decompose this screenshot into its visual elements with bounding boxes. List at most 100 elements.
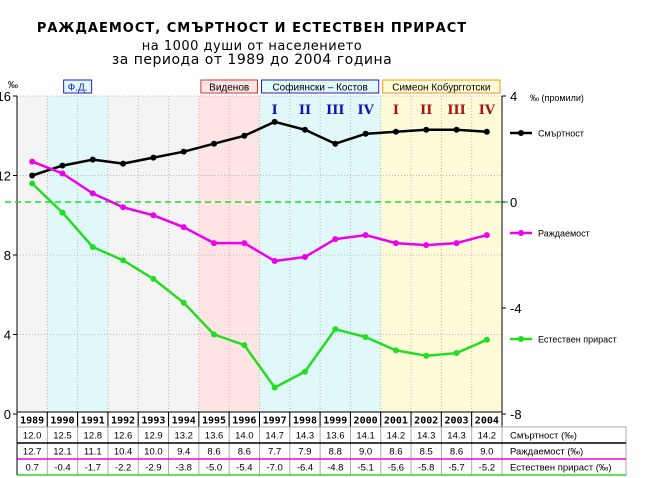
table-year-label: 2002	[414, 416, 438, 427]
table-cell-value: 8.6	[207, 447, 220, 458]
table-cell-value: 14.7	[265, 431, 284, 442]
data-point-birth	[180, 224, 187, 231]
table-cell-value: -5.2	[479, 463, 495, 474]
table-cell-value: -6.4	[297, 463, 313, 474]
table-cell-value: -3.8	[176, 463, 192, 474]
data-point-natural	[241, 342, 248, 349]
left-axis-tick-label: 0	[4, 407, 11, 422]
data-point-birth	[29, 158, 36, 165]
table-row-label: Смъртност (‰)	[510, 431, 577, 442]
chart-title-line: за периода от 1989 до 2004 година	[112, 52, 392, 68]
left-axis-tick-label: 4	[4, 328, 11, 343]
right-axis-tick-label: -8	[510, 407, 522, 422]
data-point-mortality	[301, 126, 308, 133]
table-cell-value: 13.6	[326, 431, 345, 442]
data-point-birth	[120, 204, 127, 211]
quarter-label: II	[420, 103, 432, 118]
table-cell-value: 12.1	[53, 447, 72, 458]
data-point-mortality	[150, 154, 157, 161]
table-cell-value: 12.9	[144, 431, 163, 442]
right-axis-tick-label: -4	[510, 301, 522, 316]
series-line-mortality	[31, 120, 487, 177]
legend-label-mortality: Смъртност	[538, 129, 584, 139]
table-cell-value: 8.8	[329, 447, 342, 458]
table-cell-value: 14.3	[447, 431, 466, 442]
left-axis-unit: ‰	[8, 80, 18, 91]
table-cell-value: 14.1	[356, 431, 375, 442]
table-cell-value: 8.5	[420, 447, 433, 458]
table-cell-value: -1.7	[85, 463, 101, 474]
data-point-birth	[241, 240, 248, 247]
table-year-label: 1993	[141, 416, 165, 427]
right-axis-tick-label: 4	[510, 89, 517, 104]
table-year-label: 1995	[202, 416, 226, 427]
data-point-natural	[453, 350, 460, 357]
table-year-label: 1998	[293, 416, 317, 427]
table-cell-value: 13.6	[205, 431, 224, 442]
data-point-natural	[180, 299, 187, 306]
legend-label-natural: Естествен прираст	[538, 335, 617, 345]
series-line-natural	[31, 182, 488, 389]
table-cell-value: 8.6	[238, 447, 251, 458]
table-cell-value: -5.0	[206, 463, 222, 474]
table-year-label: 1992	[111, 416, 135, 427]
table-year-label: 1989	[20, 416, 44, 427]
data-point-natural	[211, 331, 218, 338]
table-cell-value: 7.7	[268, 447, 281, 458]
data-point-mortality	[180, 148, 187, 155]
table-cell-value: 12.6	[114, 431, 133, 442]
table-cell-value: 9.0	[359, 447, 372, 458]
series-line-birth	[31, 160, 488, 263]
table-cell-value: 14.2	[387, 431, 406, 442]
table-cell-value: -2.9	[145, 463, 161, 474]
table-cell-value: -5.6	[388, 463, 404, 474]
data-point-mortality	[392, 128, 399, 135]
data-point-birth	[211, 240, 218, 247]
data-point-natural	[423, 352, 430, 359]
table-year-label: 1996	[232, 416, 256, 427]
quarter-label: I	[393, 103, 399, 118]
table-cell-value: -5.7	[448, 463, 464, 474]
data-point-natural	[89, 244, 96, 251]
data-point-birth	[150, 212, 157, 219]
table-cell-value: 14.3	[296, 431, 315, 442]
data-point-mortality	[211, 140, 218, 147]
data-point-mortality	[453, 126, 460, 133]
data-point-mortality	[89, 156, 96, 163]
period-label-box	[63, 79, 93, 94]
period-label: Ф.Д.	[68, 83, 88, 94]
chart-title-line: РАЖДАЕМОСТ, СМЪРТНОСТ И ЕСТЕСТВЕН ПРИРАС…	[37, 21, 467, 36]
quarter-label: IV	[358, 103, 375, 118]
legend-marker-mortality	[518, 130, 524, 136]
data-point-natural	[483, 336, 490, 343]
data-point-birth	[483, 232, 490, 239]
data-point-birth	[89, 190, 96, 197]
table-year-label: 2004	[475, 416, 499, 427]
table-cell-value: -5.4	[236, 463, 252, 474]
period-label-box	[200, 79, 258, 94]
quarter-label: III	[447, 103, 465, 118]
period-label-box	[261, 79, 380, 94]
data-point-mortality	[423, 126, 430, 133]
quarter-label: I	[272, 103, 278, 118]
table-cell-value: 11.1	[84, 447, 102, 458]
table-cell-value: 12.0	[23, 431, 42, 442]
table-cell-value: 10.0	[144, 447, 163, 458]
chart-title-line: на 1000 души от населението	[142, 39, 363, 54]
table-cell-value: 8.6	[389, 447, 402, 458]
period-label-box	[382, 79, 501, 94]
legend-marker-natural	[518, 336, 524, 342]
data-point-natural	[301, 368, 308, 375]
data-point-birth	[271, 257, 278, 264]
table-cell-value: -0.4	[54, 463, 70, 474]
legend-label-birth: Раждаемост	[538, 229, 590, 239]
table-cell-value: 9.0	[480, 447, 493, 458]
data-point-natural	[332, 326, 339, 333]
data-point-birth	[423, 242, 430, 249]
table-cell-value: -4.8	[327, 463, 343, 474]
table-cell-value: 12.5	[53, 431, 72, 442]
data-point-natural	[120, 257, 127, 264]
table-row-label: Раждаемост (‰)	[510, 447, 583, 458]
left-axis-tick-label: 8	[4, 248, 11, 263]
